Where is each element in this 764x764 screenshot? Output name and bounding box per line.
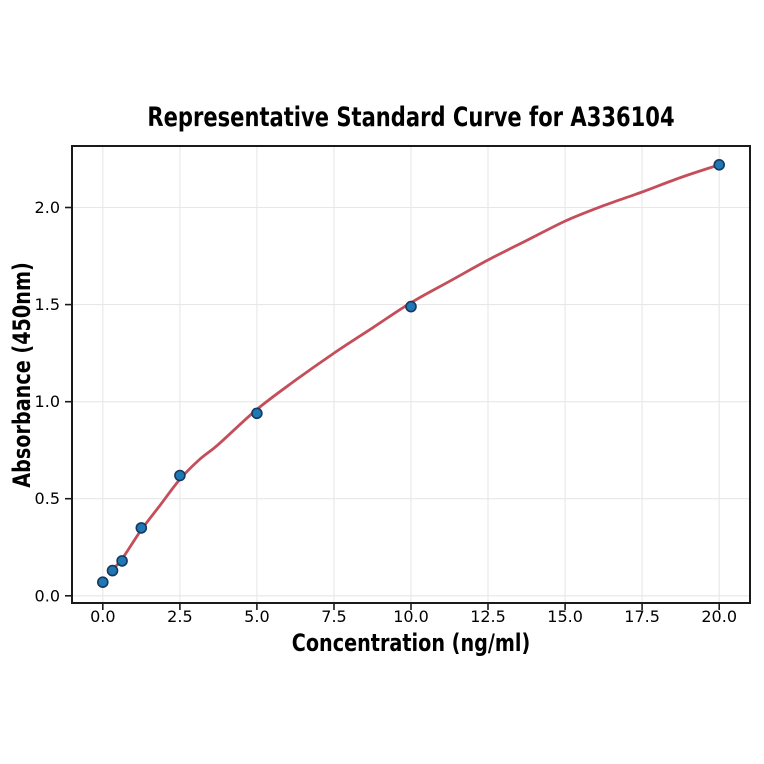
y-tick-label: 0.5 (35, 489, 60, 508)
x-tick-label: 2.5 (167, 607, 192, 626)
x-tick-label: 15.0 (547, 607, 583, 626)
chart-title: Representative Standard Curve for A33610… (147, 102, 675, 133)
y-tick-label: 0.0 (35, 586, 60, 605)
x-axis-label: Concentration (ng/ml) (291, 629, 531, 657)
x-tick-label: 5.0 (244, 607, 269, 626)
data-point (174, 469, 186, 482)
data-point (116, 555, 128, 567)
x-tick-label: 17.5 (624, 607, 660, 626)
data-points (97, 159, 726, 589)
data-point (405, 300, 417, 313)
tick-marks (65, 206, 721, 610)
data-point (135, 522, 148, 534)
x-tick-label: 10.0 (393, 607, 429, 626)
data-point (106, 564, 119, 577)
fit-curve-line (111, 163, 721, 571)
grid-lines (72, 146, 750, 603)
y-tick-label: 1.5 (35, 295, 60, 314)
x-tick-labels: 0.0 2.5 5.0 7.5 10.0 12.5 15.0 17.5 20.0 (90, 607, 737, 626)
x-tick-label: 0.0 (90, 607, 115, 626)
x-tick-label: 12.5 (470, 607, 506, 626)
y-tick-label: 1.0 (35, 392, 60, 411)
y-axis-label: Absorbance (450nm) (8, 262, 36, 488)
data-point (251, 407, 263, 420)
x-tick-label: 20.0 (701, 607, 737, 626)
x-tick-label: 7.5 (321, 607, 346, 626)
y-tick-label: 2.0 (35, 198, 60, 217)
y-tick-labels: 0.0 0.5 1.0 1.5 2.0 (35, 198, 60, 605)
axis-spines (71, 145, 751, 604)
data-point (97, 576, 109, 589)
data-point (713, 159, 726, 171)
